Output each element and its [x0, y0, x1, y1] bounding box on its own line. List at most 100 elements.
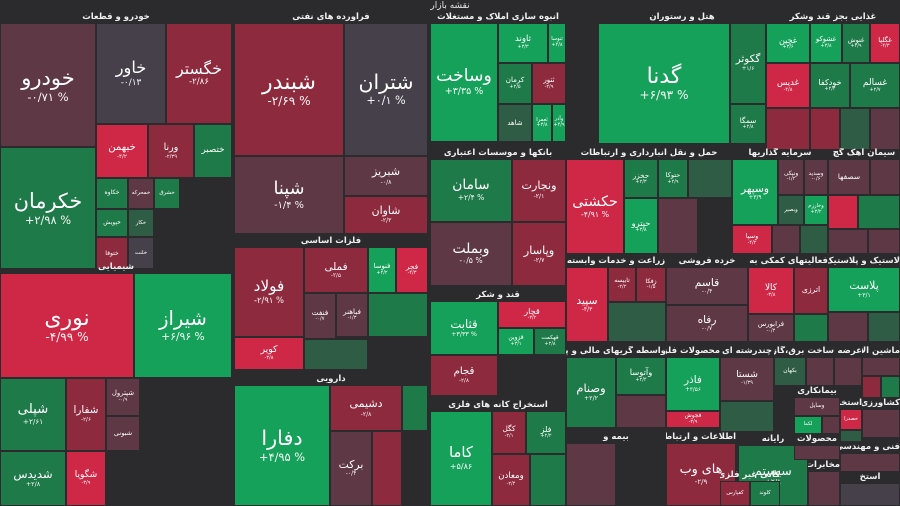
stock-tile[interactable] — [402, 385, 428, 431]
stock-tile[interactable]: ونجارت -۲/۱ — [512, 159, 566, 222]
stock-tile[interactable]: خکار — [128, 208, 154, 238]
stock-tile[interactable]: وپاسار -۲/۷ — [512, 221, 566, 286]
stock-tile[interactable] — [862, 357, 900, 376]
stock-tile[interactable]: ختوقا — [96, 237, 128, 269]
stock-tile[interactable] — [304, 338, 368, 370]
stock-tile[interactable]: قثابت +۳/۳۳ % — [430, 301, 498, 355]
stock-tile[interactable]: وبملت -۰/۵ % — [430, 221, 512, 286]
stock-tile[interactable]: خکرمان +۲/۹۸ % — [0, 147, 96, 269]
stock-tile[interactable] — [868, 312, 900, 342]
stock-tile[interactable]: شفارا -۲/۶ — [66, 378, 106, 451]
stock-tile[interactable]: پلاست +۳/۱ — [828, 267, 900, 313]
stock-tile[interactable]: وسایل — [794, 397, 840, 416]
stock-tile[interactable]: شپنا -۱/۴ % — [234, 156, 344, 234]
stock-tile[interactable]: سپید -۴/۳ — [566, 267, 608, 342]
stock-tile[interactable]: رفاه -۰/۷ — [666, 305, 748, 342]
stock-tile[interactable]: کاما +۵/۸۶ — [430, 411, 492, 506]
stock-tile[interactable] — [822, 415, 840, 434]
stock-tile[interactable]: شبونی — [106, 416, 140, 451]
stock-tile[interactable]: بکهان — [774, 357, 806, 386]
stock-tile[interactable]: قزوین +۳/۱ — [498, 327, 534, 355]
stock-tile[interactable]: غشوکو +۳/۸ — [810, 23, 842, 64]
stock-tile[interactable] — [840, 483, 900, 506]
stock-tile[interactable]: وسپهر +۳/۹ — [732, 159, 778, 226]
stock-tile[interactable] — [772, 225, 800, 254]
stock-tile[interactable]: فاذر +۳/۵۶ — [666, 357, 720, 411]
stock-tile[interactable]: وسدید -۰/۶ — [804, 159, 828, 195]
stock-tile[interactable]: تابیسه -۲/۲ — [608, 267, 636, 302]
stock-tile[interactable] — [828, 228, 868, 254]
stock-tile[interactable]: شپترول -۰/۹ — [106, 378, 140, 417]
stock-tile[interactable]: شستا -۱/۳۹ — [720, 357, 774, 401]
stock-tile[interactable]: ثنوسا +۴/۸ — [548, 23, 566, 64]
stock-tile[interactable] — [881, 375, 900, 398]
stock-tile[interactable] — [800, 225, 828, 254]
stock-tile[interactable] — [608, 301, 666, 342]
stock-tile[interactable]: غگلپا -۴/۳ — [870, 23, 900, 64]
stock-tile[interactable] — [688, 159, 732, 199]
stock-tile[interactable]: دفارا +۴/۹۵ % — [234, 385, 330, 506]
stock-tile[interactable]: سامان +۲/۴ % — [430, 159, 512, 222]
stock-tile[interactable]: خپویش — [96, 208, 128, 238]
stock-tile[interactable] — [616, 395, 666, 428]
stock-tile[interactable] — [868, 228, 900, 254]
stock-tile[interactable]: قاسم -۰/۴ — [666, 267, 748, 306]
stock-tile[interactable]: گدنا +۶/۹۳ % — [598, 23, 730, 144]
stock-tile[interactable]: ورنا -۲/۳۹ — [148, 124, 194, 179]
stock-tile[interactable] — [368, 292, 428, 337]
stock-tile[interactable]: کرمان +۲/۵ — [498, 63, 532, 104]
stock-tile[interactable]: لکما — [794, 415, 822, 434]
stock-tile[interactable]: قهکمت +۲/۸ — [534, 327, 566, 355]
stock-tile[interactable]: ثاوند +۳/۳ — [498, 23, 548, 64]
stock-tile[interactable]: شدیدس +۲/۸ — [0, 450, 66, 506]
stock-tile[interactable]: شپلی +۲/۶۱ — [0, 378, 66, 451]
stock-tile[interactable]: خصدرا — [840, 409, 862, 430]
stock-tile[interactable]: نوری -۴/۹۹ % — [0, 273, 134, 379]
stock-tile[interactable] — [840, 453, 900, 472]
stock-tile[interactable] — [806, 357, 834, 386]
stock-tile[interactable]: کالا -۳/۸ — [748, 267, 794, 315]
stock-tile[interactable] — [720, 400, 774, 432]
stock-tile[interactable] — [794, 445, 840, 460]
stock-tile[interactable]: غچین +۳/۶ — [766, 23, 810, 64]
stock-tile[interactable]: وآذر +۴/۹ — [552, 103, 566, 142]
stock-tile[interactable]: وساخت +۳/۳۵ % — [430, 23, 498, 142]
stock-tile[interactable] — [840, 430, 862, 442]
stock-tile[interactable]: شاوان -۲/۳ — [344, 195, 428, 234]
stock-tile[interactable] — [858, 194, 900, 229]
stock-tile[interactable]: فملی -۲/۵ — [304, 247, 368, 293]
stock-tile[interactable]: حکشتی -۴/۹۱ % — [566, 159, 624, 254]
stock-tile[interactable] — [870, 107, 900, 150]
stock-tile[interactable]: ثتور -۲/۹ — [532, 63, 566, 104]
stock-tile[interactable]: وخارزم +۳/۲ — [804, 194, 828, 226]
stock-tile[interactable]: شگویا -۳/۹ — [66, 450, 106, 506]
stock-tile[interactable]: فجر -۴/۳ — [396, 247, 428, 293]
stock-tile[interactable]: شتران +۰/۱ % — [344, 23, 428, 157]
stock-tile[interactable]: شبریز -۰/۸ — [344, 156, 428, 196]
stock-tile[interactable]: خشرق — [154, 178, 180, 209]
stock-tile[interactable] — [372, 430, 402, 506]
stock-tile[interactable]: حپترو +۳/۸ — [624, 198, 658, 254]
stock-tile[interactable]: زفکا -۱/۵ — [636, 267, 666, 302]
stock-tile[interactable]: فباهنر -۱/۳ — [336, 292, 368, 337]
stock-tile[interactable]: شبندر -۲/۶۹ % — [234, 23, 344, 157]
stock-tile[interactable] — [862, 375, 881, 398]
stock-tile[interactable]: خگستر -۲/۸۶ — [166, 23, 232, 125]
stock-tile[interactable]: ثعمرا +۳/۸ — [532, 103, 552, 142]
stock-tile[interactable] — [766, 107, 810, 150]
stock-tile[interactable] — [658, 198, 698, 254]
stock-tile[interactable]: خودرو -۰/۷۱ % — [0, 23, 96, 148]
stock-tile[interactable] — [810, 107, 840, 150]
stock-tile[interactable]: کلوند — [750, 481, 780, 506]
stock-tile[interactable]: وبصیر — [778, 194, 804, 226]
stock-tile[interactable] — [840, 107, 870, 150]
stock-tile[interactable]: سمگا +۲/۸ — [730, 103, 766, 144]
stock-tile[interactable] — [794, 314, 828, 342]
stock-tile[interactable]: شاهد — [498, 103, 532, 142]
stock-tile[interactable]: سصفها — [828, 159, 870, 195]
stock-tile[interactable] — [530, 454, 566, 506]
stock-tile[interactable]: خودکفا +۲/۴ — [810, 63, 850, 108]
stock-tile[interactable]: وصنام +۲/۲ — [566, 357, 616, 428]
stock-tile[interactable]: دشیمی -۲/۸ — [330, 385, 402, 431]
stock-tile[interactable] — [862, 409, 900, 438]
